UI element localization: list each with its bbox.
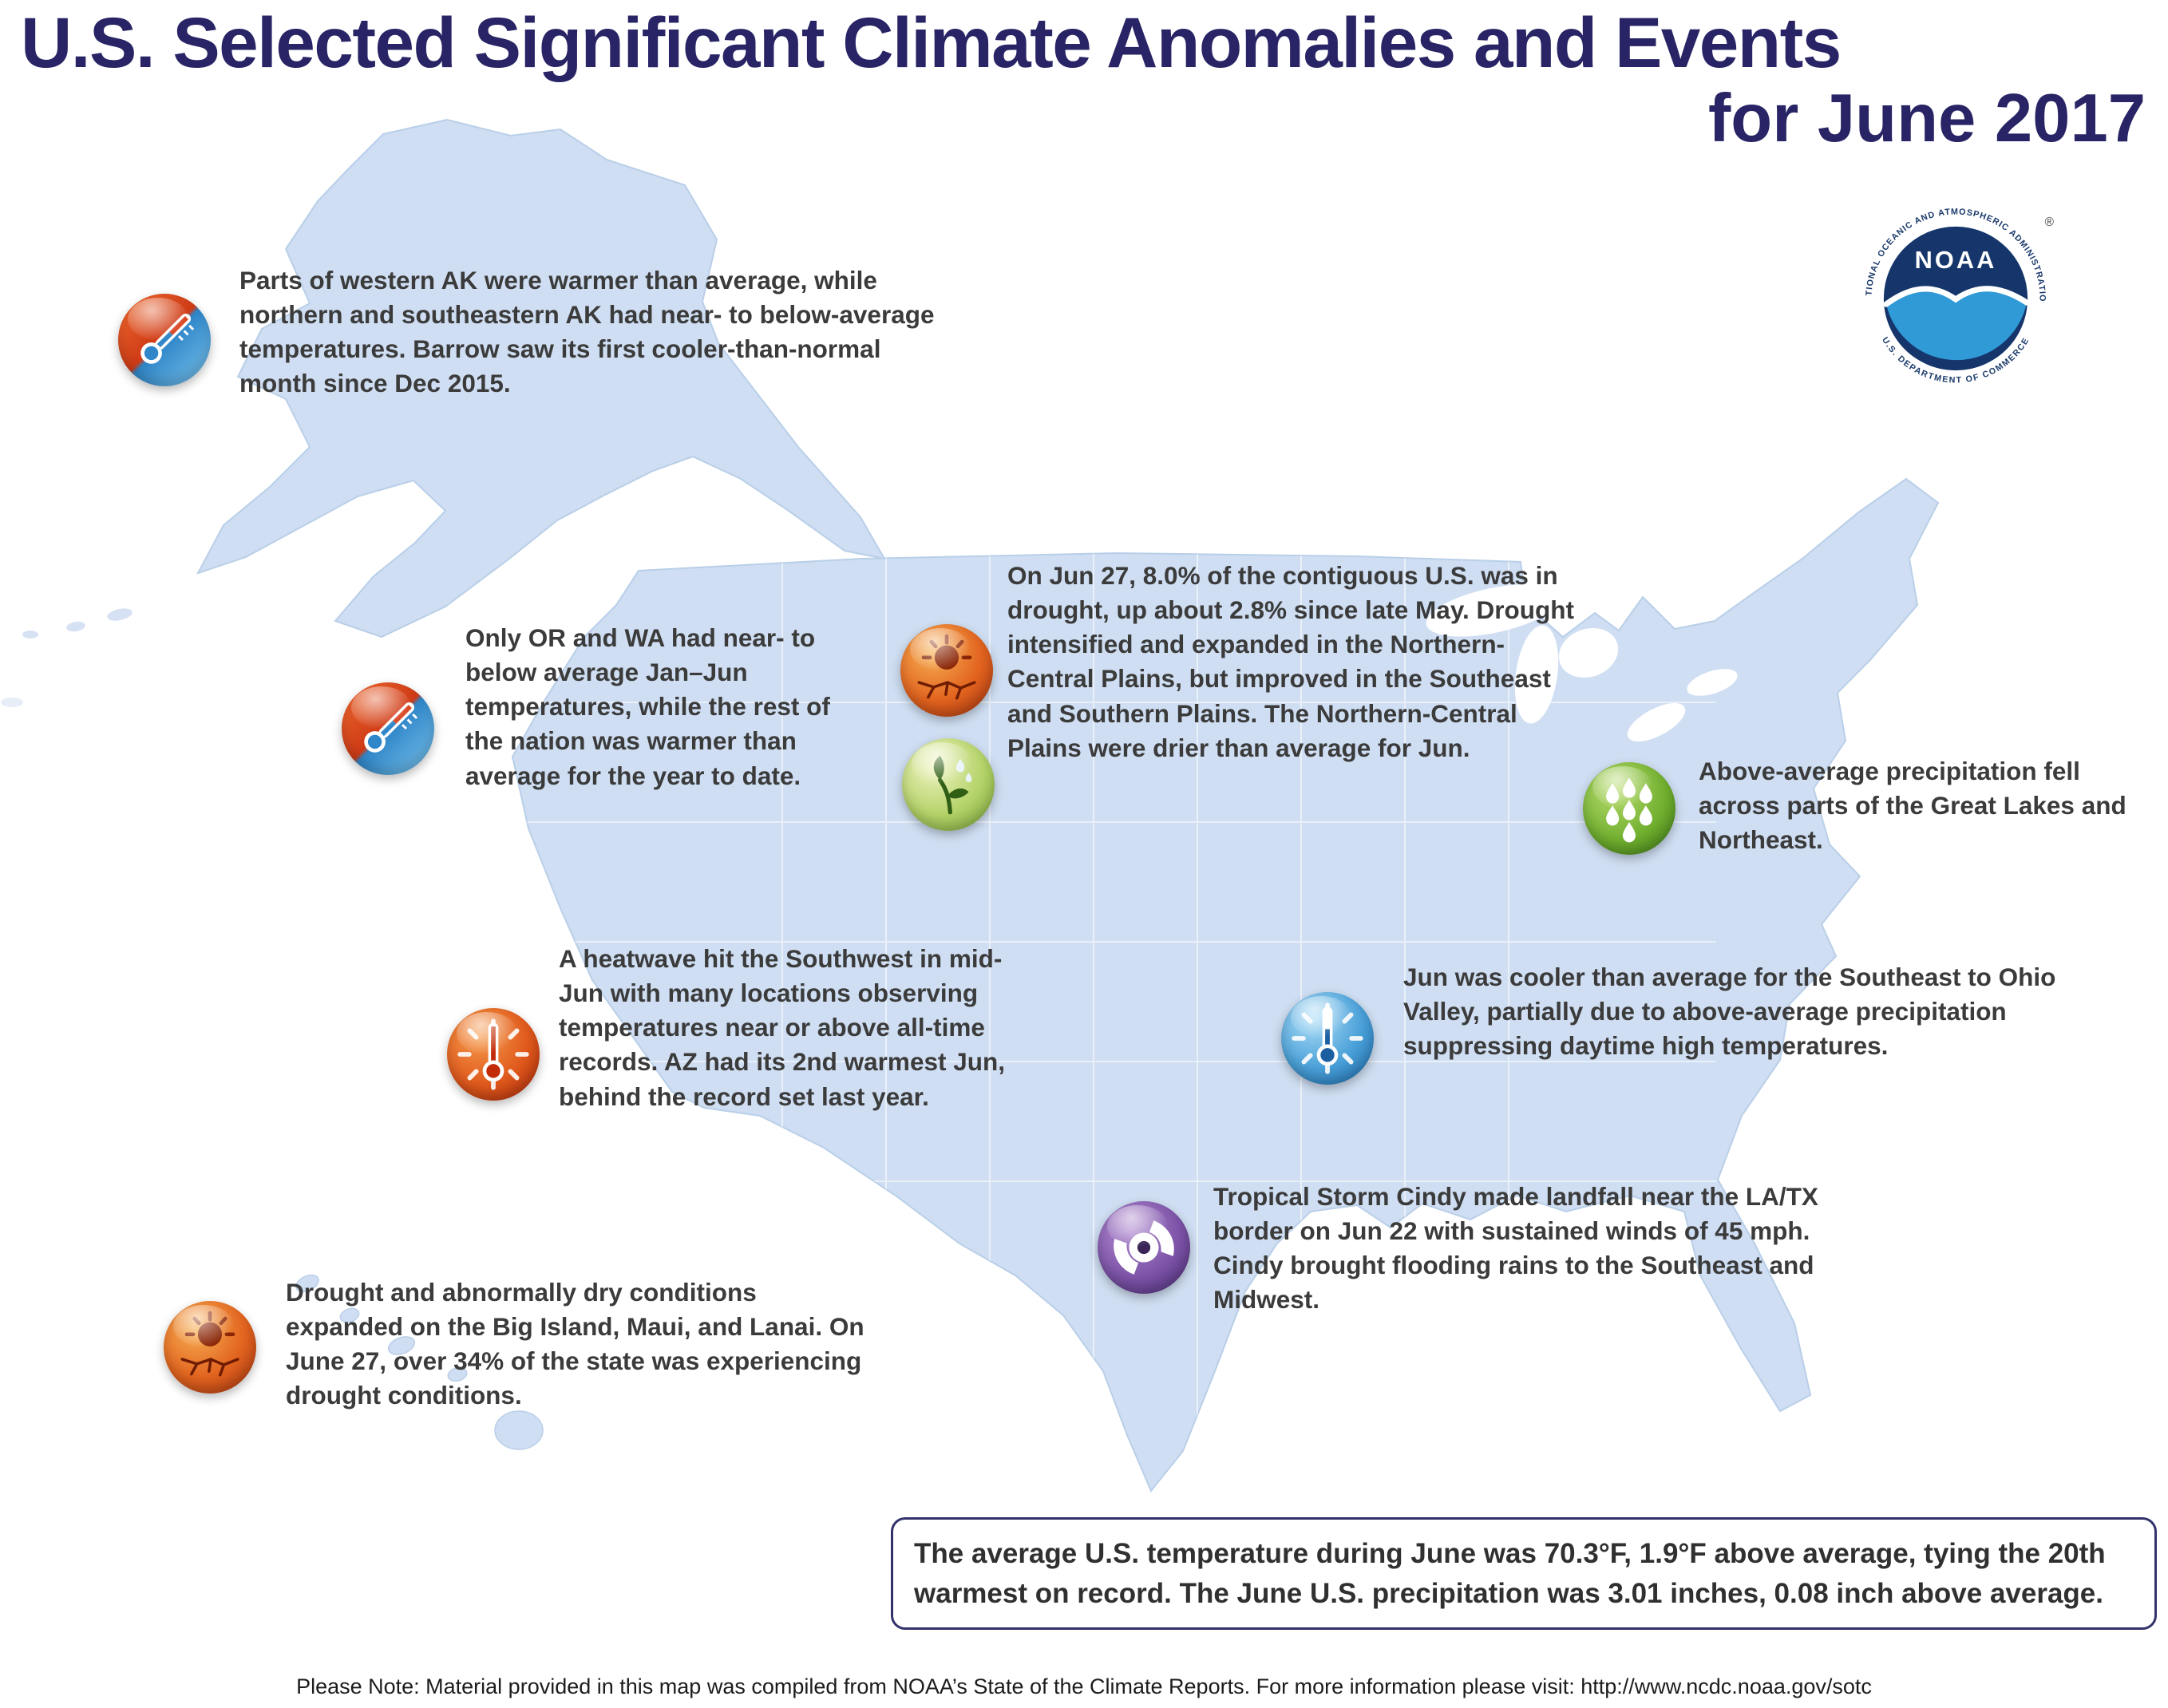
footnote: Please Note: Material provided in this m…	[296, 1674, 1872, 1698]
page-subtitle: for June 2017	[1707, 81, 2146, 156]
callout-tropical-storm-cindy: Tropical Storm Cindy made landfall near …	[1213, 1182, 1818, 1315]
thermometer-warm-cool-icon	[118, 294, 211, 386]
registered-trademark: ®	[2045, 215, 2055, 229]
summary-box: The average U.S. temperature during June…	[891, 1517, 2157, 1631]
callout-southeast-cool: Jun was cooler than average for the Sout…	[1403, 963, 2056, 1061]
precipitation-icon	[1583, 762, 1675, 855]
map-alaska	[196, 118, 886, 639]
state-borders	[512, 551, 1716, 1491]
noaa-logo: NOAA NATIONAL OCEANIC AND ATMOSPHERIC AD…	[1850, 189, 2058, 401]
aleutian-islands	[1, 608, 133, 707]
sprout-icon	[902, 738, 995, 831]
hurricane-icon	[1098, 1201, 1190, 1294]
callout-great-lakes-precipitation: Above-average precipitation fell across …	[1699, 757, 2126, 855]
map-hawaii	[295, 1274, 544, 1450]
callout-hawaii-drought: Drought and abnormally dry conditions ex…	[286, 1278, 864, 1410]
callout-southwest-heatwave: A heatwave hit the Southwest in mid-Jun …	[559, 944, 1005, 1111]
callout-national-drought: On Jun 27, 8.0% of the contiguous U.S. w…	[1007, 561, 1574, 762]
callout-alaska-temperature: Parts of western AK were warmer than ave…	[239, 266, 935, 398]
drought-icon	[900, 624, 993, 717]
callout-west-temperature: Only OR and WA had near- to below averag…	[465, 623, 830, 790]
cold-thermometer-icon	[1281, 992, 1374, 1085]
heat-thermometer-icon	[447, 1008, 540, 1101]
map-contiguous-us	[511, 477, 1940, 1493]
noaa-acronym: NOAA	[1915, 246, 1997, 274]
summary-text: The average U.S. temperature during June…	[914, 1538, 2106, 1609]
page-title: U.S. Selected Significant Climate Anomal…	[21, 2, 1842, 82]
drought-icon	[164, 1301, 256, 1394]
thermometer-warm-cool-icon	[342, 682, 434, 775]
noaa-seagull-icon	[1883, 286, 2030, 307]
great-lakes	[1426, 584, 1738, 742]
